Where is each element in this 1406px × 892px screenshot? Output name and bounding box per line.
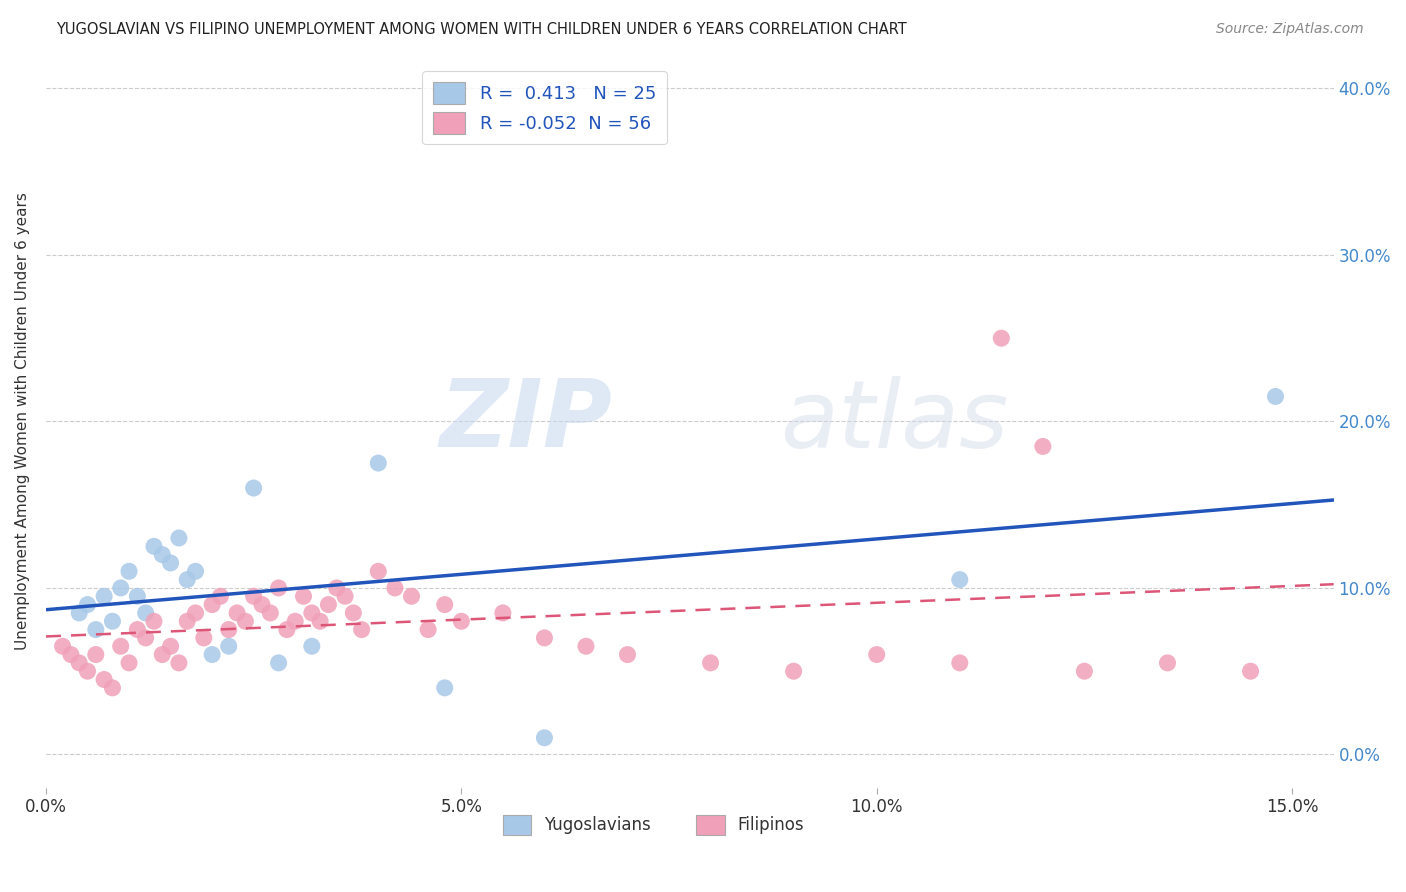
- Point: [76, 664, 98, 678]
- Point: [84, 623, 107, 637]
- Point: [127, 623, 149, 637]
- Point: [159, 556, 181, 570]
- Point: [76, 598, 98, 612]
- Point: [292, 589, 315, 603]
- Point: [416, 623, 439, 637]
- Point: [67, 606, 90, 620]
- Y-axis label: Unemployment Among Women with Children Under 6 years: Unemployment Among Women with Children U…: [15, 193, 30, 650]
- Point: [575, 639, 598, 653]
- Point: [1156, 656, 1178, 670]
- Point: [150, 648, 173, 662]
- Point: [450, 614, 472, 628]
- Point: [267, 656, 290, 670]
- Point: [150, 548, 173, 562]
- Point: [401, 589, 423, 603]
- Point: [84, 648, 107, 662]
- Point: [990, 331, 1012, 345]
- Point: [242, 589, 264, 603]
- FancyBboxPatch shape: [696, 815, 724, 836]
- Point: [533, 631, 555, 645]
- Point: [143, 539, 166, 553]
- Point: [176, 614, 198, 628]
- Point: [235, 614, 257, 628]
- Legend: R =  0.413   N = 25, R = -0.052  N = 56: R = 0.413 N = 25, R = -0.052 N = 56: [422, 71, 666, 145]
- Text: YUGOSLAVIAN VS FILIPINO UNEMPLOYMENT AMONG WOMEN WITH CHILDREN UNDER 6 YEARS COR: YUGOSLAVIAN VS FILIPINO UNEMPLOYMENT AMO…: [56, 22, 907, 37]
- Point: [367, 564, 389, 578]
- Point: [699, 656, 721, 670]
- Text: Filipinos: Filipinos: [738, 816, 804, 834]
- Point: [333, 589, 356, 603]
- Point: [218, 639, 240, 653]
- Point: [301, 639, 323, 653]
- Text: ZIP: ZIP: [440, 376, 613, 467]
- Text: atlas: atlas: [780, 376, 1008, 467]
- Point: [1239, 664, 1261, 678]
- Point: [318, 598, 340, 612]
- Point: [110, 639, 132, 653]
- Point: [159, 639, 181, 653]
- Point: [67, 656, 90, 670]
- Point: [135, 631, 157, 645]
- Point: [301, 606, 323, 620]
- Point: [167, 656, 190, 670]
- Point: [350, 623, 373, 637]
- Point: [342, 606, 364, 620]
- Point: [309, 614, 332, 628]
- Point: [226, 606, 249, 620]
- Point: [325, 581, 347, 595]
- Point: [218, 623, 240, 637]
- Text: Source: ZipAtlas.com: Source: ZipAtlas.com: [1216, 22, 1364, 37]
- Text: Yugoslavians: Yugoslavians: [544, 816, 651, 834]
- Point: [866, 648, 889, 662]
- Point: [533, 731, 555, 745]
- Point: [127, 589, 149, 603]
- Point: [135, 606, 157, 620]
- Point: [276, 623, 298, 637]
- Point: [201, 598, 224, 612]
- Point: [52, 639, 75, 653]
- Point: [184, 564, 207, 578]
- Point: [101, 614, 124, 628]
- Point: [118, 564, 141, 578]
- Point: [176, 573, 198, 587]
- Point: [167, 531, 190, 545]
- Point: [616, 648, 638, 662]
- Point: [59, 648, 82, 662]
- Point: [1032, 439, 1054, 453]
- Point: [118, 656, 141, 670]
- Point: [284, 614, 307, 628]
- Point: [184, 606, 207, 620]
- Point: [201, 648, 224, 662]
- Point: [1073, 664, 1095, 678]
- FancyBboxPatch shape: [503, 815, 531, 836]
- Point: [93, 589, 115, 603]
- Point: [209, 589, 232, 603]
- Point: [1264, 389, 1286, 403]
- Point: [492, 606, 515, 620]
- Point: [193, 631, 215, 645]
- Point: [433, 598, 456, 612]
- Point: [267, 581, 290, 595]
- Point: [242, 481, 264, 495]
- Point: [110, 581, 132, 595]
- Point: [782, 664, 804, 678]
- Point: [949, 656, 972, 670]
- Point: [101, 681, 124, 695]
- Point: [367, 456, 389, 470]
- Point: [143, 614, 166, 628]
- Point: [433, 681, 456, 695]
- Point: [384, 581, 406, 595]
- Point: [93, 673, 115, 687]
- Point: [250, 598, 273, 612]
- Point: [949, 573, 972, 587]
- Point: [259, 606, 281, 620]
